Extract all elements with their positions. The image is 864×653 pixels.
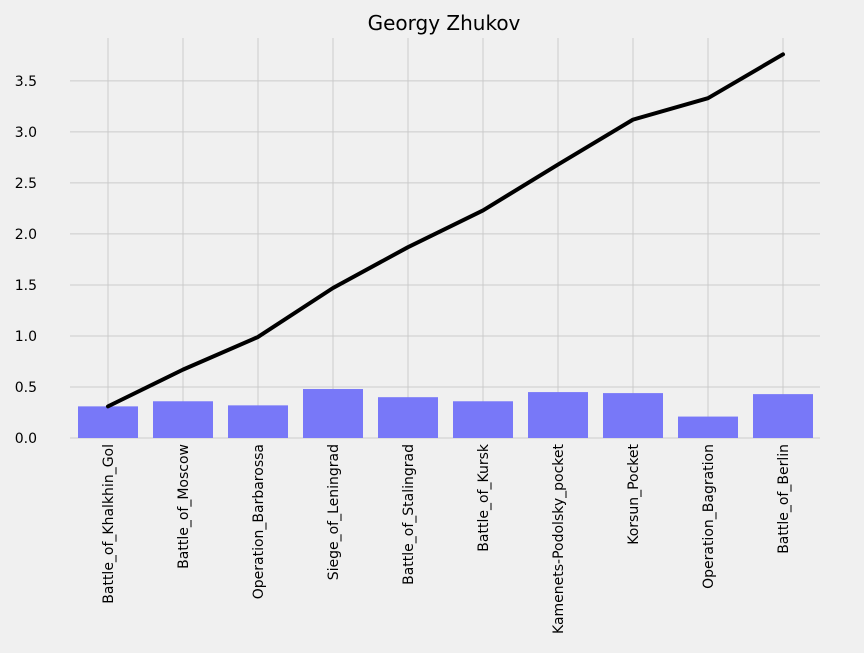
y-tick-label: 2.5 bbox=[15, 176, 37, 192]
bar bbox=[528, 392, 588, 438]
y-tick-label: 2.0 bbox=[15, 227, 37, 243]
x-tick-label: Operation_Bagration bbox=[701, 444, 717, 589]
bar bbox=[78, 406, 138, 438]
x-tick-label: Battle_of_Kursk bbox=[476, 443, 492, 552]
y-tick-label: 1.0 bbox=[15, 329, 37, 345]
gridlines bbox=[70, 38, 820, 439]
y-tick-label: 3.5 bbox=[15, 74, 37, 90]
y-tick-label: 3.0 bbox=[15, 125, 37, 141]
bar-series bbox=[78, 389, 813, 438]
bar bbox=[228, 405, 288, 438]
bar bbox=[378, 397, 438, 438]
x-tick-label: Operation_Barbarossa bbox=[251, 444, 267, 599]
x-tick-label: Battle_of_Moscow bbox=[176, 444, 192, 569]
line-series bbox=[106, 52, 785, 409]
bar bbox=[603, 393, 663, 438]
y-axis-ticks: 0.0 0.5 1.0 1.5 2.0 2.5 3.0 3.5 bbox=[15, 74, 37, 447]
bar bbox=[753, 394, 813, 438]
x-tick-label: Korsun_Pocket bbox=[626, 443, 642, 544]
x-tick-label: Kamenets-Podolsky_pocket bbox=[551, 443, 567, 633]
x-tick-label: Battle_of_Stalingrad bbox=[401, 444, 417, 585]
bar bbox=[678, 416, 738, 438]
chart-title: Georgy Zhukov bbox=[368, 11, 521, 35]
cumulative-line bbox=[106, 52, 785, 409]
bar bbox=[153, 401, 213, 438]
x-tick-label: Battle_of_Berlin bbox=[776, 444, 792, 554]
bar bbox=[303, 389, 363, 438]
y-tick-label: 0.0 bbox=[15, 431, 37, 447]
x-tick-label: Siege_of_Leningrad bbox=[326, 444, 342, 580]
bar bbox=[453, 401, 513, 438]
y-tick-label: 1.5 bbox=[15, 278, 37, 294]
x-tick-label: Battle_of_Khalkhin_Gol bbox=[101, 444, 117, 604]
y-tick-label: 0.5 bbox=[15, 380, 37, 396]
x-axis-ticks: Battle_of_Khalkhin_Gol Battle_of_Moscow Op… bbox=[101, 443, 792, 634]
